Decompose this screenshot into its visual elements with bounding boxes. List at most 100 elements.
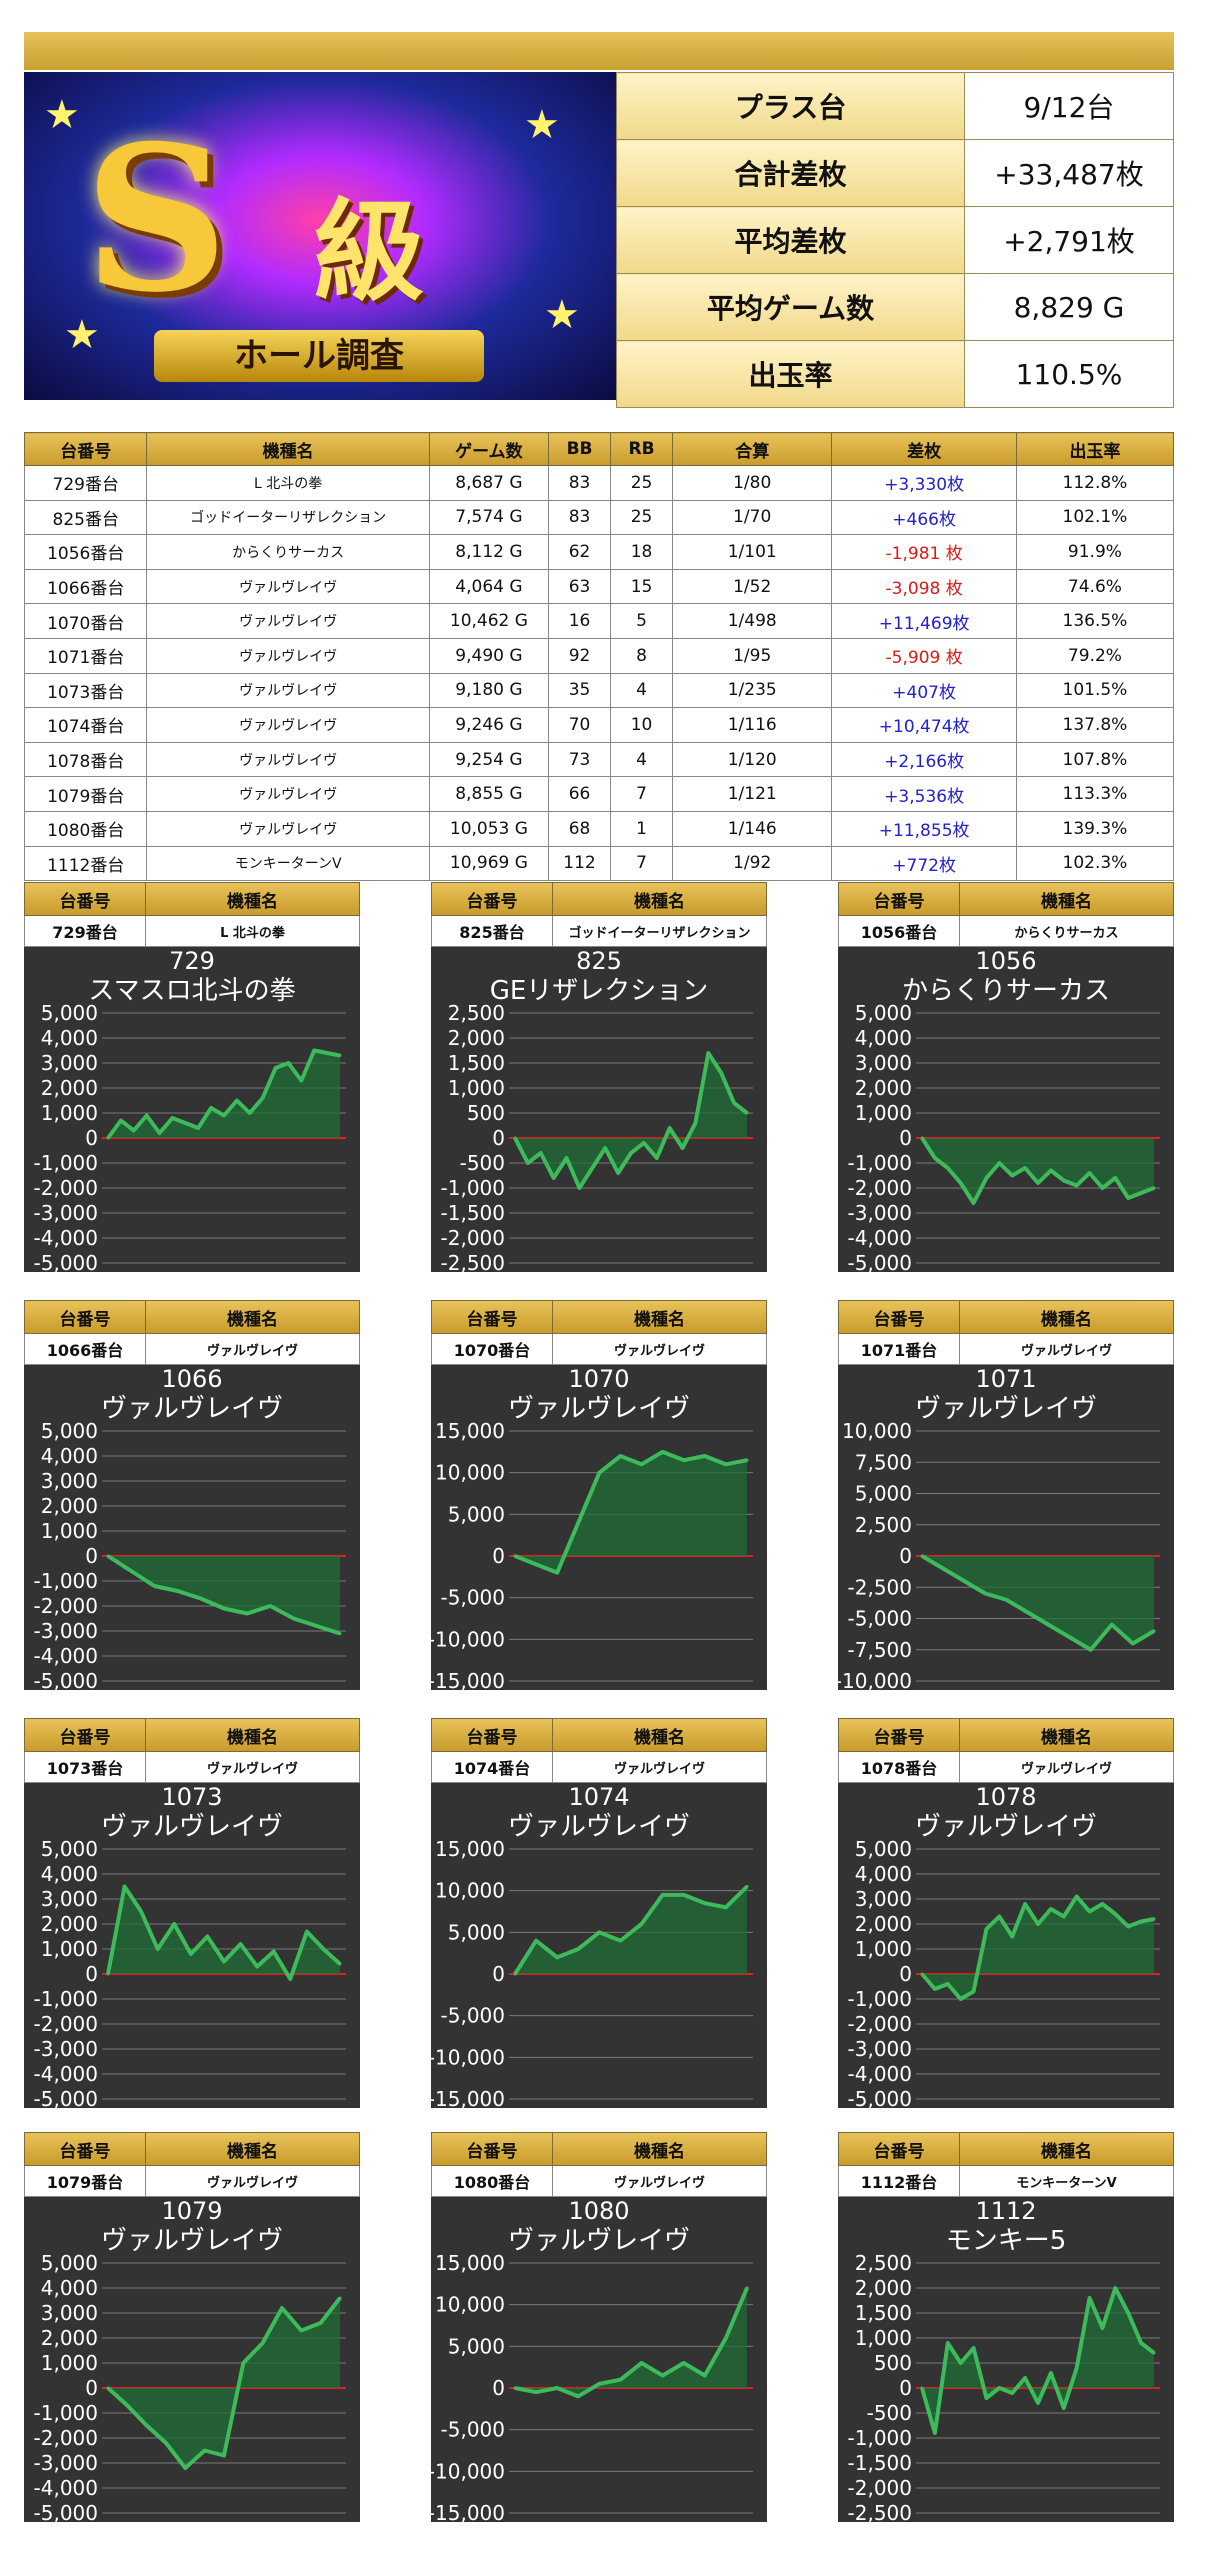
data-point [984, 1176, 988, 1180]
y-tick-label: -1,000 [34, 1987, 98, 2011]
table-cell: 1/235 [671, 672, 833, 709]
card-header: 台番号 機種名 [838, 882, 1174, 916]
y-tick-label: -1,000 [34, 1151, 98, 1175]
card-unit: 1073番台 [25, 1752, 146, 1782]
data-point [268, 1604, 272, 1608]
y-tick-label: 1,000 [41, 1937, 98, 1961]
area-fill [922, 2288, 1154, 2433]
chart-card: 台番号 機種名 1112番台 モンキーターンV 1112 モンキー5 2,500 2,000 1… [838, 2132, 1174, 2522]
table-row: 729番台 L 北斗の拳 8,687 G 83 25 1/80 +3,330枚 112.8% [23, 465, 1175, 501]
card-header-machine: 機種名 [1041, 2141, 1092, 2162]
data-point [338, 1632, 342, 1635]
card-header-machine: 機種名 [227, 1727, 278, 1748]
y-tick-label: 15,000 [435, 1419, 505, 1443]
slump-chart: 825GEリザレクション2,5002,0001,5001,0005000-500… [431, 947, 767, 1272]
data-point [1100, 1902, 1104, 1906]
data-point [1100, 2326, 1104, 2330]
y-tick-label: -3,000 [34, 2451, 98, 2475]
data-point [703, 1454, 707, 1458]
data-point [681, 1146, 685, 1150]
y-tick-label: -2,500 [848, 2501, 912, 2522]
chart-card: 台番号 機種名 1073番台 ヴァルヴレイヴ 1073 ヴァルヴレイヴ 5,000 4,000… [24, 1718, 360, 2108]
data-point [319, 2321, 323, 2325]
slump-line [513, 1885, 749, 1976]
y-tick-label: -4,000 [34, 1644, 98, 1668]
data-point [292, 1617, 296, 1620]
slump-chart: 729スマスロ北斗の拳5,0004,0003,0002,0001,0000-1,… [24, 947, 360, 1272]
card-unit: 1066番台 [25, 1334, 146, 1364]
table-cell: 10,462 G [428, 603, 549, 639]
card-header: 台番号 機種名 [431, 882, 767, 916]
chart-card: 台番号 機種名 1070番台 ヴァルヴレイヴ 1070 ヴァルヴレイヴ 15,000 10,0… [431, 1300, 767, 1690]
y-tick-label: 1,000 [41, 1519, 98, 1543]
data-point [129, 1569, 133, 1573]
data-point [196, 1126, 200, 1130]
data-point [577, 1186, 581, 1190]
card-header-unit: 台番号 [25, 2133, 146, 2165]
data-point [1152, 2351, 1156, 2355]
y-tick-label: -15,000 [431, 2087, 505, 2108]
y-tick-label: -10,000 [431, 1627, 505, 1651]
table-row: 1073番台 ヴァルヴレイヴ 9,180 G 35 4 1/235 +407枚 101.5% [23, 672, 1175, 709]
table-cell: -1,981 枚 [831, 534, 1017, 570]
table-cell: ヴァルヴレイヴ [146, 741, 430, 778]
y-tick-label: 5,000 [855, 1482, 912, 1506]
chart-title-machine: ヴァルヴレイヴ [915, 1394, 1097, 1424]
y-tick-label: -2,000 [848, 2012, 912, 2036]
card-machine: ヴァルヴレイヴ [1020, 1343, 1112, 1359]
card-info-row: 1066番台 ヴァルヴレイヴ [24, 1334, 360, 1365]
chart-title-machine: ヴァルヴレイヴ [508, 1812, 690, 1842]
data-point [1113, 2286, 1117, 2290]
data-point [640, 1462, 644, 1466]
area-fill [108, 1556, 340, 1634]
table-row: 1079番台 ヴァルヴレイヴ 8,855 G 66 7 1/121 +3,536枚 113.3… [23, 776, 1175, 812]
data-point [597, 1930, 601, 1934]
data-point [222, 1607, 226, 1610]
chart-title-number: 1071 [975, 1365, 1036, 1393]
data-point [1126, 2311, 1130, 2315]
card-machine: ヴァルヴレイヴ [206, 1343, 298, 1359]
data-point [959, 1997, 963, 2001]
card-header-unit: 台番号 [432, 1719, 553, 1751]
y-tick-label: -2,000 [848, 2476, 912, 2500]
data-point [724, 2336, 728, 2340]
data-point [299, 1079, 303, 1082]
table-cell: +2,166枚 [831, 741, 1017, 778]
data-point [682, 1458, 686, 1462]
card-info-row: 1074番台 ヴァルヴレイヴ [431, 1752, 767, 1783]
data-point [629, 1151, 633, 1155]
data-point [1010, 2391, 1014, 2395]
table-cell: 5 [610, 603, 673, 639]
table-cell: +772枚 [831, 845, 1017, 882]
data-point [1139, 1920, 1143, 1923]
y-tick-label: 0 [492, 1962, 505, 1986]
area-fill [108, 2298, 340, 2468]
card-header-machine: 機種名 [1041, 891, 1092, 912]
table-cell: 136.5% [1015, 603, 1175, 639]
data-point [959, 2361, 963, 2365]
table-cell: 10 [610, 707, 673, 743]
data-point [1152, 1186, 1156, 1190]
y-tick-label: 3,000 [41, 1469, 98, 1493]
column-header: BB [547, 432, 612, 466]
data-point [305, 1930, 309, 1933]
data-point [176, 1589, 180, 1593]
y-tick-label: 3,000 [855, 1887, 912, 1911]
table-cell: 113.3% [1015, 776, 1175, 812]
card-header-machine: 機種名 [634, 1309, 685, 1330]
data-point [106, 2386, 110, 2390]
area-fill [922, 1556, 1154, 1650]
card-info-row: 1078番台 ヴァルヴレイヴ [838, 1752, 1174, 1783]
card-header-unit: 台番号 [432, 1301, 553, 1333]
card-header-unit: 台番号 [432, 883, 553, 915]
y-tick-label: 10,000 [435, 1461, 505, 1485]
y-tick-label: -3,000 [848, 1201, 912, 1225]
data-point [205, 1935, 209, 1938]
chart-title-number: 1080 [568, 2197, 629, 2225]
card-info-row: 1079番台 ヴァルヴレイヴ [24, 2166, 360, 2197]
chart-title-number: 1056 [975, 947, 1036, 975]
chart-card: 台番号 機種名 1056番台 からくりサーカス 1056 からくりサーカス 5,000 4,0… [838, 882, 1174, 1272]
data-point [164, 2441, 168, 2445]
